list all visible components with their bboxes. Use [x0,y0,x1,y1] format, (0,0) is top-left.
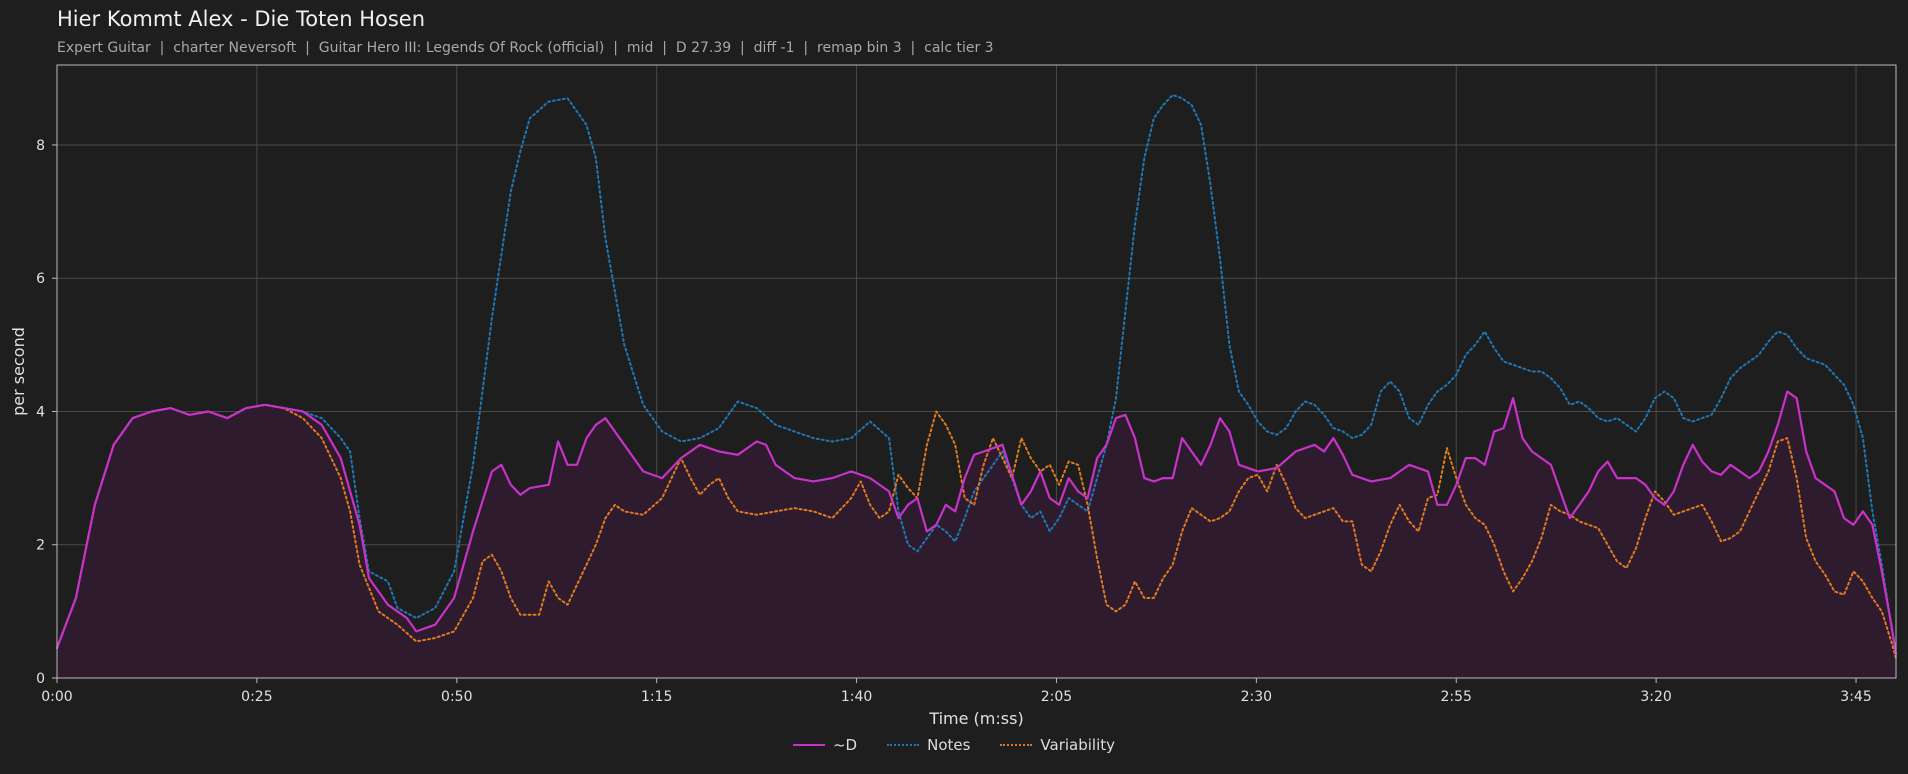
y-tick-label: 0 [36,671,45,687]
area-layer [57,391,1896,678]
series-d-area [57,391,1896,678]
legend-label-d: ~D [832,736,858,754]
x-tick-label: 0:50 [441,689,472,705]
legend-swatch-variability [1000,744,1033,746]
x-axis-title: Time (m:ss) [928,709,1023,728]
series-d-line [55,390,1898,655]
y-axis-title: per second [9,327,28,416]
x-tick-label: 0:00 [41,689,72,705]
tick-layer: 0:00 0:25 0:50 1:15 1:40 2:05 2:30 2:55 3:20 3:45… [36,138,1872,705]
y-tick-label: 4 [36,404,45,420]
x-tick-label: 1:15 [641,689,672,705]
legend-swatch-notes [887,744,920,746]
y-tick-label: 2 [36,538,45,554]
chart-title: Hier Kommt Alex - Die Toten Hosen [57,7,426,31]
plot-frame [56,64,1897,679]
chart-subtitle: Expert Guitar | charter Neversoft | Guit… [57,40,994,56]
x-tick-label: 2:55 [1441,689,1472,705]
legend: ~D Notes Variability [0,736,1908,754]
legend-label-variability: Variability [1040,736,1116,754]
series-layer [55,94,1898,659]
legend-item-notes: Notes [887,736,970,754]
x-tick-label: 3:20 [1640,689,1671,705]
y-tick-label: 8 [36,138,45,154]
series-notes-line [56,94,1897,653]
legend-item-d: ~D [792,736,858,754]
x-tick-label: 2:30 [1241,689,1272,705]
x-tick-label: 1:40 [841,689,872,705]
series-variability-line [56,403,1897,659]
legend-label-notes: Notes [927,736,971,754]
x-tick-label: 0:25 [241,689,272,705]
y-tick-label: 6 [36,271,45,287]
x-tick-label: 3:45 [1840,689,1871,705]
legend-item-variability: Variability [1000,736,1115,754]
x-tick-label: 2:05 [1041,689,1072,705]
legend-swatch-d [792,744,825,746]
